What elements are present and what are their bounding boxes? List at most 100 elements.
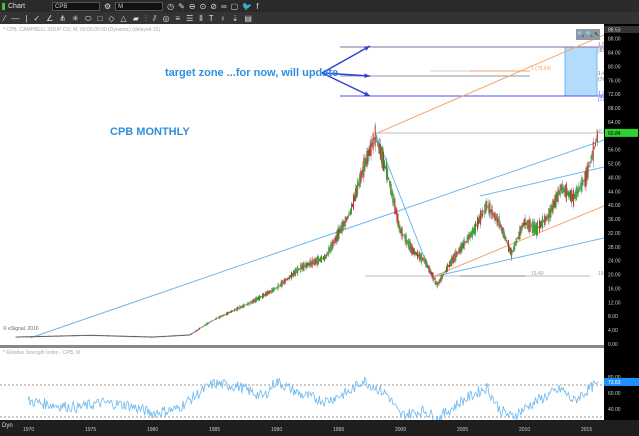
candle-body — [525, 222, 527, 225]
zoom-out-icon[interactable]: 🔍 — [585, 32, 593, 38]
candle-body — [574, 194, 576, 199]
candle-body — [572, 193, 574, 201]
candle-body — [487, 206, 489, 207]
triangle-tool-icon[interactable]: △ — [120, 13, 127, 23]
gann-tool-icon[interactable]: ✳ — [72, 13, 79, 23]
symbol-input[interactable]: CPB — [52, 1, 100, 11]
facebook-icon[interactable]: f — [256, 1, 259, 11]
rsi-tick-label: 40.00 — [608, 407, 621, 413]
angle-tool-icon[interactable]: ∠ — [46, 13, 54, 23]
channel-tool-icon[interactable]: ▰ — [132, 13, 139, 23]
chart-tab[interactable]: Chart — [2, 2, 48, 10]
candle-body — [342, 220, 344, 230]
candle-body — [462, 242, 464, 249]
rsi-panel[interactable]: * Relative Strength Index - CPB, M — [0, 348, 604, 420]
circle-tool-icon[interactable]: ◎ — [162, 13, 170, 23]
rect-tool-icon[interactable]: □ — [97, 13, 103, 23]
candle-body — [536, 221, 538, 236]
candle-body — [591, 151, 593, 160]
target-icon[interactable]: ⊙ — [199, 1, 207, 11]
pencil-icon[interactable]: ✎ — [178, 1, 185, 11]
price-segment — [123, 335, 126, 338]
candle-body — [403, 236, 405, 237]
pin-tool-icon[interactable]: ♀ — [219, 13, 226, 23]
candle-body — [415, 251, 416, 255]
price-chart[interactable]: * CPB, CAMPBELL SOUP CO, M, 00:00-00:00 … — [0, 24, 609, 345]
cycle-tool-icon[interactable]: ⫶ — [144, 13, 147, 23]
candle-body — [509, 245, 511, 252]
candle-body — [286, 277, 288, 280]
line-tool-icon[interactable]: ⁄ — [4, 13, 6, 23]
price-tick-label: 80.00 — [608, 64, 621, 70]
hbars-tool-icon[interactable]: ☰ — [186, 13, 194, 23]
ellipse-tool-icon[interactable]: ⬭ — [84, 13, 92, 23]
price-axis[interactable]: 88.00 84.00 80.00 76.00 72.00 68.00 64.00 56.00… — [604, 24, 639, 420]
minus-circle-icon[interactable]: ⊖ — [188, 1, 196, 11]
candle-body — [229, 312, 230, 313]
last-price-label: 60.84 — [608, 131, 621, 137]
axis-top-bg — [604, 26, 639, 33]
candle-body — [469, 232, 471, 239]
candle-body — [358, 183, 360, 186]
candle-body — [277, 283, 279, 290]
candle-body — [579, 187, 581, 189]
time-axis[interactable]: Dyn 1970 1975 1980 1985 1990 1995 2000 2005 2010… — [0, 420, 639, 436]
box-tool-icon[interactable]: ▤ — [244, 13, 252, 23]
candle-body — [559, 184, 561, 196]
price-segment — [186, 334, 189, 336]
candle-body — [443, 272, 445, 274]
price-tick-label: 52.00 — [608, 162, 621, 168]
price-segment — [119, 335, 122, 337]
cancel-icon[interactable]: ⊘ — [210, 1, 217, 11]
candle-body — [503, 232, 505, 239]
candle-body — [274, 288, 276, 290]
candle-body — [459, 246, 461, 253]
candle-body — [198, 328, 199, 330]
candle-body — [521, 224, 523, 231]
dyn-label[interactable]: Dyn — [2, 423, 13, 429]
arrowhead-icon — [364, 46, 370, 51]
candle-body — [411, 246, 413, 255]
eraser-tool-icon[interactable]: ◇ — [108, 13, 115, 23]
hline-tool-icon[interactable]: — — [11, 13, 20, 23]
candle-body — [303, 261, 305, 271]
candle-body — [498, 216, 500, 229]
vbars-tool-icon[interactable]: ⦀ — [199, 13, 203, 23]
pitchfork-tool-icon[interactable]: ⋔ — [59, 13, 66, 23]
fib-tool-icon[interactable]: ✓ — [33, 13, 41, 23]
candle-body — [267, 290, 269, 296]
cursor-icon[interactable]: ↖ — [593, 32, 599, 38]
bars-tool-icon[interactable]: ≡ — [175, 13, 181, 23]
candle-body — [401, 226, 403, 240]
trend-line-1 — [374, 34, 604, 135]
vline-tool-icon[interactable]: | — [25, 13, 28, 23]
chat-icon[interactable]: ▢ — [230, 1, 239, 11]
interval-select[interactable]: M — [115, 1, 164, 11]
link-icon[interactable]: ∞ — [220, 1, 227, 11]
candle-body — [568, 192, 570, 198]
candle-body — [257, 296, 259, 301]
time-tick-label: 1970 — [23, 427, 34, 433]
pane-divider[interactable] — [0, 345, 604, 348]
candle-body — [199, 327, 201, 330]
candle-body — [541, 220, 543, 227]
candle-body — [539, 219, 540, 233]
zoom-in-icon[interactable]: 🔍 — [577, 32, 585, 38]
twitter-icon[interactable]: 🐦 — [242, 1, 253, 11]
candle-body — [357, 180, 359, 196]
candle-body — [465, 241, 467, 242]
candle-body — [511, 249, 513, 259]
clock-icon[interactable]: ◷ — [167, 1, 175, 11]
candle-body — [246, 303, 248, 305]
candle-body — [522, 222, 524, 228]
candle-body — [491, 205, 493, 220]
candle-body — [398, 220, 400, 229]
candle-body — [433, 278, 435, 280]
rsi-tick-label: 60.00 — [608, 391, 621, 397]
arrow-tool-icon[interactable]: ⇣ — [231, 13, 239, 23]
price-tick-label: 12.00 — [608, 300, 621, 306]
parallel-tool-icon[interactable]: ⫽ — [152, 13, 157, 23]
settings-icon[interactable]: ⚙ — [104, 1, 112, 11]
price-segment — [21, 336, 24, 338]
text-tool-icon[interactable]: T — [208, 13, 214, 23]
